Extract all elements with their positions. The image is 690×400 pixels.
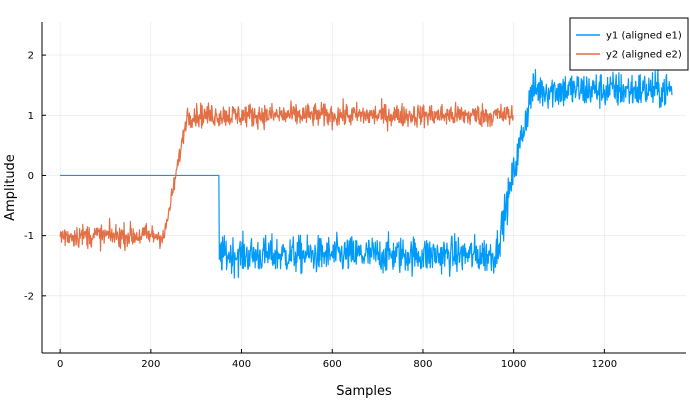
x-tick-label: 1000	[501, 359, 526, 370]
x-tick-label: 400	[232, 359, 251, 370]
y-tick-label: 1	[28, 111, 34, 122]
series-layer	[59, 65, 673, 279]
x-tick-label: 200	[141, 359, 160, 370]
legend: y1 (aligned e1) y2 (aligned e2)	[569, 17, 689, 71]
legend-label-y1: y1 (aligned e1)	[606, 31, 682, 42]
y-tick-label: -2	[24, 291, 34, 302]
y-axis-label: Amplitude	[3, 154, 18, 221]
legend-box	[569, 17, 689, 71]
series-line-y2	[59, 98, 514, 252]
axes	[41, 22, 686, 354]
y-tick-label: 2	[28, 51, 34, 62]
y-tick-label: 0	[28, 171, 34, 182]
tick-labels: 0 200 400 600 800 1000 1200 -2 -1 0 1 2	[24, 51, 617, 370]
x-tick-label: 800	[413, 359, 432, 370]
x-axis-label: Samples	[336, 384, 392, 399]
x-tick-label: 600	[323, 359, 342, 370]
series-line-y1	[59, 65, 673, 279]
x-tick-label: 0	[57, 359, 63, 370]
y-tick-label: -1	[24, 231, 34, 242]
x-tick-label: 1200	[592, 359, 617, 370]
legend-label-y2: y2 (aligned e2)	[606, 50, 682, 61]
